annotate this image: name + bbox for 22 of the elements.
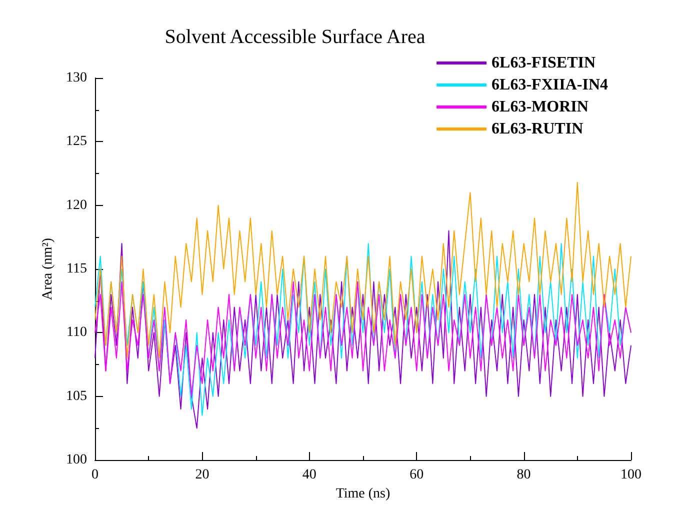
- legend-label: 6L63-FISETIN: [492, 54, 596, 72]
- x-tick-label: 80: [516, 468, 531, 482]
- x-tick-label: 100: [620, 468, 642, 482]
- y-tick-label: 115: [66, 262, 87, 276]
- x-tick-label: 20: [195, 468, 210, 482]
- y-tick-label: 105: [66, 388, 87, 404]
- y-tick-label: 125: [66, 134, 87, 150]
- x-tick-label: 60: [410, 468, 424, 482]
- y-tick-label: 130: [66, 70, 87, 86]
- y-axis-title: Area (nm²): [40, 238, 56, 300]
- x-tick-label: 40: [302, 468, 316, 482]
- x-axis-title: Time (ns): [336, 486, 390, 502]
- line-series: [94, 281, 632, 397]
- legend-label: 6L63-FXIIA-IN4: [492, 76, 608, 94]
- chart-title: Solvent Accessible Surface Area: [164, 26, 426, 48]
- y-tick-label: 110: [66, 325, 87, 340]
- x-tick-label: 0: [92, 468, 98, 482]
- y-tick-label: 120: [66, 198, 87, 213]
- line-series: [94, 182, 632, 359]
- legend-label: 6L63-RUTIN: [492, 120, 584, 138]
- legend-label: 6L63-MORIN: [492, 98, 589, 116]
- y-tick-label: 100: [66, 452, 87, 468]
